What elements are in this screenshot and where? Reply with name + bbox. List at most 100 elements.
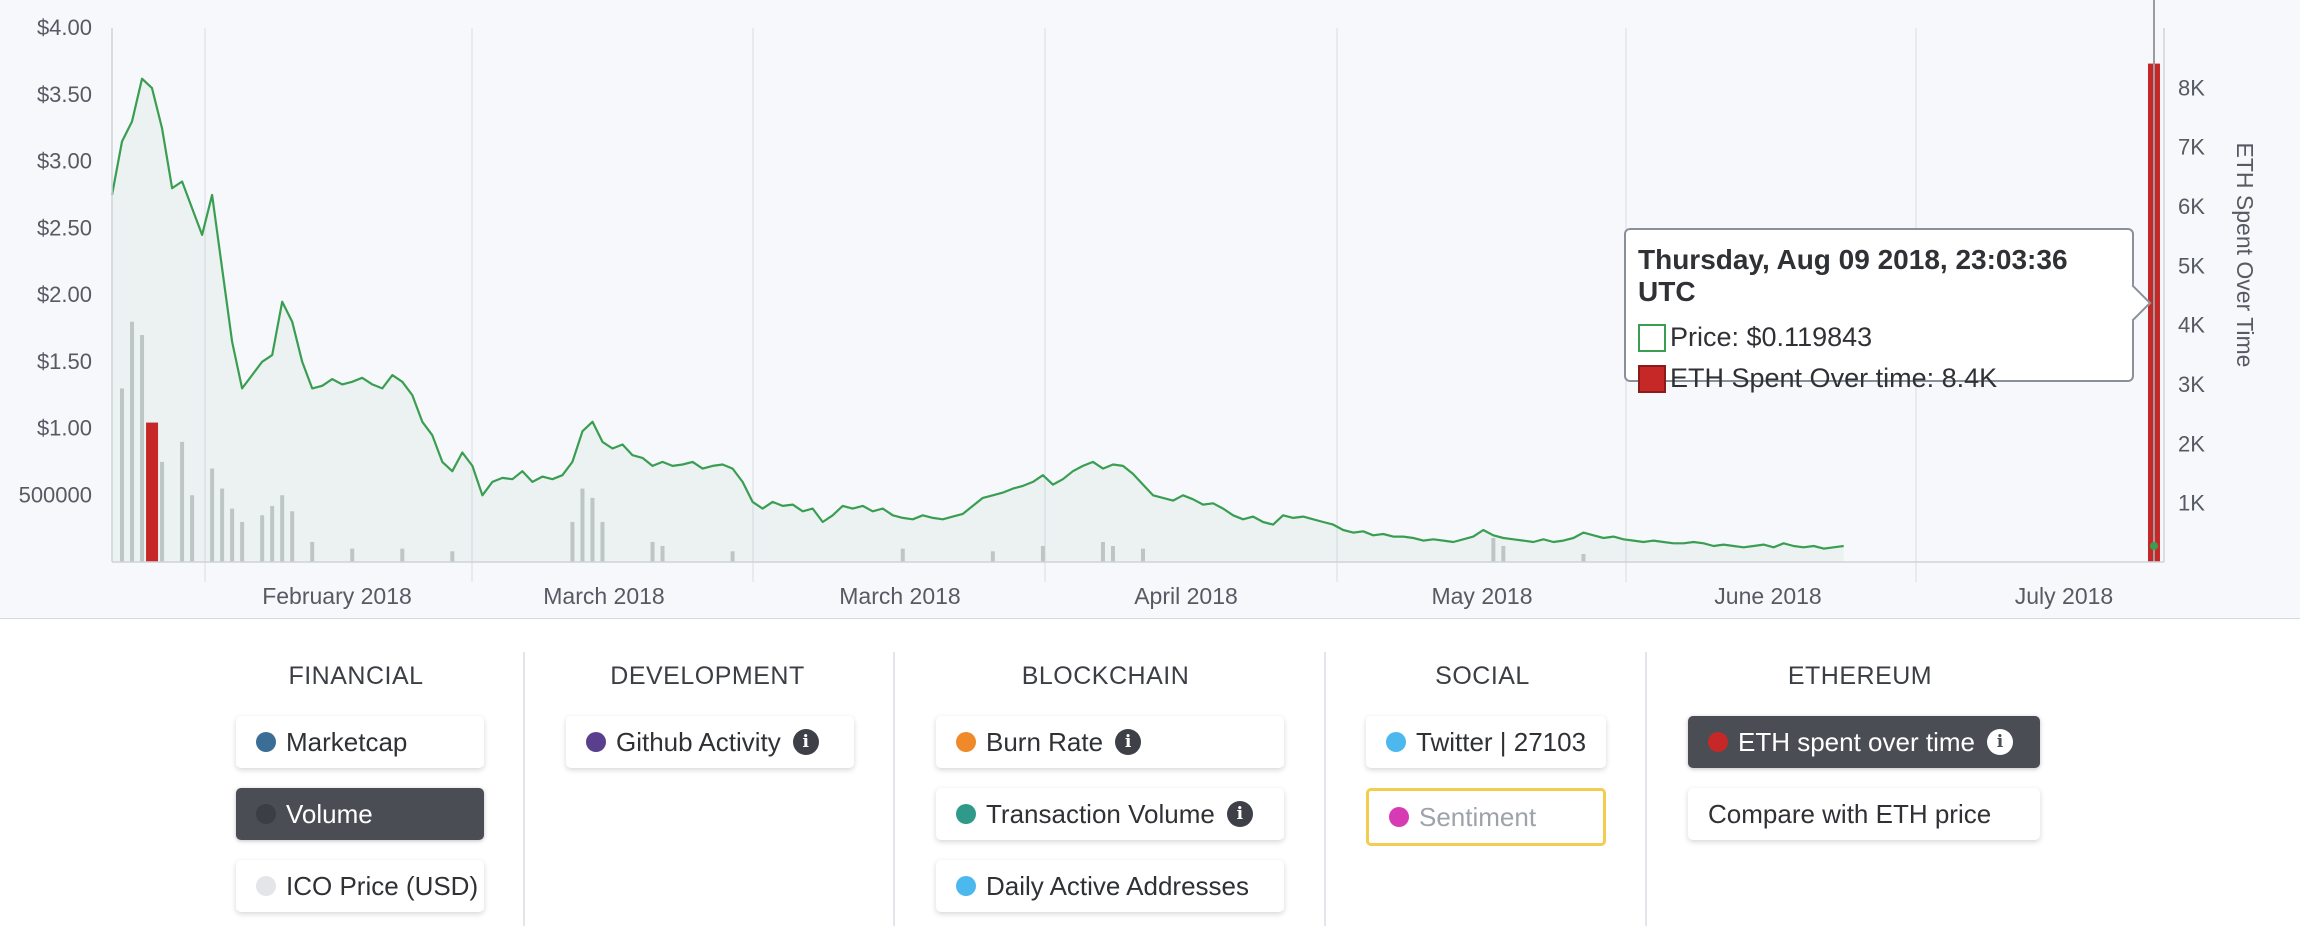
volume-bar bbox=[1040, 545, 1045, 562]
github-activity-toggle[interactable]: Github Activity i bbox=[566, 716, 854, 768]
volume-bar bbox=[990, 551, 995, 562]
info-icon[interactable]: i bbox=[1115, 729, 1142, 755]
tooltip-eth-row: ETH Spent Over time: 8.4K bbox=[1638, 363, 2120, 394]
volume-bar bbox=[290, 511, 295, 562]
burn-rate-toggle[interactable]: Burn Rate i bbox=[936, 716, 1284, 768]
right-axis-title: ETH Spent Over Time bbox=[2232, 143, 2258, 368]
tooltip-price: Price: $0.119843 bbox=[1670, 322, 1873, 352]
x-tick-label: May 2018 bbox=[1431, 583, 1532, 609]
transaction-volume-dot-icon bbox=[956, 804, 976, 824]
volume-bar bbox=[160, 461, 165, 562]
volume-bar bbox=[190, 495, 195, 562]
volume-bar bbox=[570, 521, 575, 562]
price-line bbox=[110, 77, 1844, 550]
right-tick-label: 7K bbox=[2178, 135, 2205, 160]
sentiment-label: Sentiment bbox=[1419, 801, 1537, 832]
sentiment-dot-icon bbox=[1389, 807, 1409, 827]
volume-label: Volume bbox=[286, 798, 373, 829]
tooltip-price-row: Price: $0.119843 bbox=[1638, 322, 2120, 353]
column-divider bbox=[893, 652, 895, 926]
compare-eth-price-toggle[interactable]: Compare with ETH price bbox=[1688, 788, 2040, 840]
twitter-dot-icon bbox=[1386, 732, 1406, 752]
volume-bar bbox=[180, 441, 185, 562]
right-tick-label: 1K bbox=[2178, 491, 2205, 516]
left-tick-label: $3.00 bbox=[37, 149, 92, 174]
blockchain-title: BLOCKCHAIN bbox=[1021, 662, 1190, 690]
daily-active-addresses-toggle[interactable]: Daily Active Addresses bbox=[936, 860, 1284, 912]
info-icon[interactable]: i bbox=[1986, 729, 2013, 755]
price-area bbox=[112, 78, 1844, 562]
volume-bar bbox=[260, 515, 265, 562]
x-tick-label: June 2018 bbox=[1714, 583, 1821, 609]
x-tick-label: July 2018 bbox=[2015, 583, 2113, 609]
github-activity-label: Github Activity bbox=[616, 726, 781, 757]
transaction-volume-toggle[interactable]: Transaction Volume i bbox=[936, 788, 1284, 840]
price-swatch-icon bbox=[1638, 323, 1666, 352]
development-title: DEVELOPMENT bbox=[610, 662, 805, 690]
sentiment-toggle[interactable]: Sentiment bbox=[1366, 788, 1606, 846]
right-tick-label: 4K bbox=[2178, 313, 2205, 338]
ico-price-label: ICO Price (USD) bbox=[286, 870, 479, 901]
volume-bar bbox=[350, 548, 355, 562]
left-tick-label: $4.00 bbox=[37, 15, 92, 40]
volume-bar bbox=[310, 541, 315, 562]
tooltip-date: Thursday, Aug 09 2018, 23:03:36 UTC bbox=[1638, 244, 2068, 307]
volume-bar bbox=[130, 321, 135, 562]
eth-spent-label: ETH spent over time bbox=[1738, 726, 1975, 757]
volume-bar bbox=[120, 388, 125, 562]
left-tick-label: $2.00 bbox=[37, 282, 92, 307]
chart-tooltip: Thursday, Aug 09 2018, 23:03:36 UTC Pric… bbox=[1624, 228, 2152, 393]
column-divider bbox=[1324, 652, 1326, 926]
volume-bar bbox=[140, 335, 145, 562]
financial-title: FINANCIAL bbox=[288, 662, 424, 690]
left-tick-label: $3.50 bbox=[37, 82, 92, 107]
volume-bar bbox=[1501, 545, 1506, 562]
left-tick-label: 500000 bbox=[19, 482, 92, 507]
right-tick-label: 2K bbox=[2178, 431, 2205, 456]
burn-rate-label: Burn Rate bbox=[986, 726, 1104, 757]
eth-swatch-icon bbox=[1638, 364, 1666, 393]
volume-bar bbox=[240, 521, 245, 562]
right-tick-label: 6K bbox=[2178, 194, 2205, 219]
volume-bar bbox=[400, 548, 405, 562]
volume-bar bbox=[270, 505, 275, 562]
volume-bar bbox=[650, 541, 655, 562]
daily-active-addresses-label: Daily Active Addresses bbox=[986, 870, 1250, 901]
volume-bar bbox=[660, 545, 665, 562]
social-title: SOCIAL bbox=[1435, 662, 1530, 690]
x-tick-label: March 2018 bbox=[839, 583, 960, 609]
column-divider bbox=[1645, 652, 1647, 926]
info-icon[interactable]: i bbox=[792, 729, 819, 755]
volume-toggle[interactable]: Volume bbox=[236, 788, 484, 840]
twitter-label: Twitter | 27103 bbox=[1416, 726, 1587, 757]
left-tick-label: $1.00 bbox=[37, 416, 92, 441]
burn-rate-dot-icon bbox=[956, 732, 976, 752]
compare-eth-price-label: Compare with ETH price bbox=[1708, 798, 1992, 829]
right-tick-label: 8K bbox=[2178, 75, 2205, 100]
volume-bar bbox=[1491, 537, 1496, 562]
tooltip-eth: ETH Spent Over time: 8.4K bbox=[1670, 363, 1998, 393]
hover-point bbox=[2149, 542, 2158, 551]
left-tick-label: $2.50 bbox=[37, 215, 92, 240]
volume-bar bbox=[210, 468, 215, 562]
eth-spent-toggle[interactable]: ETH spent over time i bbox=[1688, 716, 2040, 768]
volume-bar bbox=[450, 551, 455, 562]
volume-bar bbox=[600, 521, 605, 562]
ethereum-title: ETHEREUM bbox=[1787, 662, 1933, 690]
chart-area: 500000 $1.00 $1.50 $2.00 $2.50 $3.00 $3.50 $4.0… bbox=[0, 0, 2300, 619]
right-tick-label: 3K bbox=[2178, 372, 2205, 397]
eth-spent-dot-icon bbox=[1708, 732, 1728, 752]
volume-bar bbox=[220, 488, 225, 562]
twitter-toggle[interactable]: Twitter | 27103 bbox=[1366, 716, 1606, 768]
volume-bar bbox=[900, 548, 905, 562]
info-icon[interactable]: i bbox=[1226, 801, 1253, 827]
github-dot-icon bbox=[586, 732, 606, 752]
volume-bar bbox=[580, 488, 585, 562]
eth-spent-bar bbox=[146, 422, 159, 562]
volume-bar bbox=[230, 508, 235, 562]
ico-price-toggle[interactable]: ICO Price (USD) bbox=[236, 860, 484, 912]
marketcap-toggle[interactable]: Marketcap bbox=[236, 716, 484, 768]
x-tick-label: April 2018 bbox=[1134, 583, 1238, 609]
marketcap-dot-icon bbox=[256, 732, 276, 752]
x-tick-label: February 2018 bbox=[262, 583, 412, 609]
